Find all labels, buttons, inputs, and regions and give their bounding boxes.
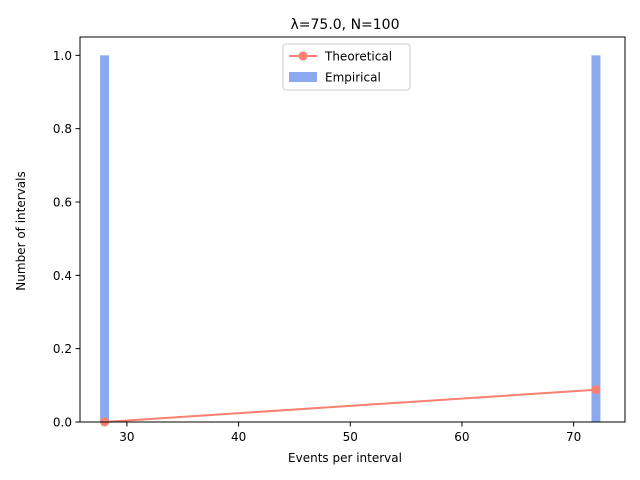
- y-tick-label-5: 1.0: [53, 49, 72, 63]
- y-tick-label-3: 0.6: [53, 196, 72, 210]
- y-tick-label-1: 0.2: [53, 342, 72, 356]
- legend-marker-theoretical: [298, 51, 308, 61]
- empirical-bar-1: [591, 55, 601, 422]
- theoretical-point-1: [591, 385, 601, 395]
- theoretical-line: [104, 388, 597, 423]
- chart-title: λ=75.0, N=100: [290, 17, 399, 33]
- legend-label-theoretical: Theoretical: [324, 50, 392, 64]
- legend: Theoretical Empirical: [282, 43, 411, 91]
- legend-label-empirical: Empirical: [325, 71, 381, 85]
- x-tick-label-0: 30: [119, 430, 134, 444]
- plot-frame: [79, 36, 626, 423]
- legend-swatch-empirical: [289, 72, 317, 82]
- bars-layer: [100, 55, 601, 422]
- empirical-bar-0: [100, 55, 110, 422]
- y-axis-label: Number of intervals: [14, 171, 28, 290]
- x-axis-label: Events per interval: [288, 451, 402, 465]
- y-tick-label-2: 0.4: [53, 269, 72, 283]
- axes-layer: [79, 36, 626, 423]
- lines-layer: [100, 385, 601, 427]
- y-tick-label-4: 0.8: [53, 122, 72, 136]
- ticks-layer: 30 40 50 60 70 0.0 0.2 0.4 0.6 0.8 1.0: [53, 49, 581, 444]
- y-tick-label-0: 0.0: [53, 416, 72, 430]
- x-tick-label-4: 70: [566, 430, 581, 444]
- x-tick-label-3: 60: [454, 430, 469, 444]
- x-tick-label-1: 40: [231, 430, 246, 444]
- x-tick-label-2: 50: [343, 430, 358, 444]
